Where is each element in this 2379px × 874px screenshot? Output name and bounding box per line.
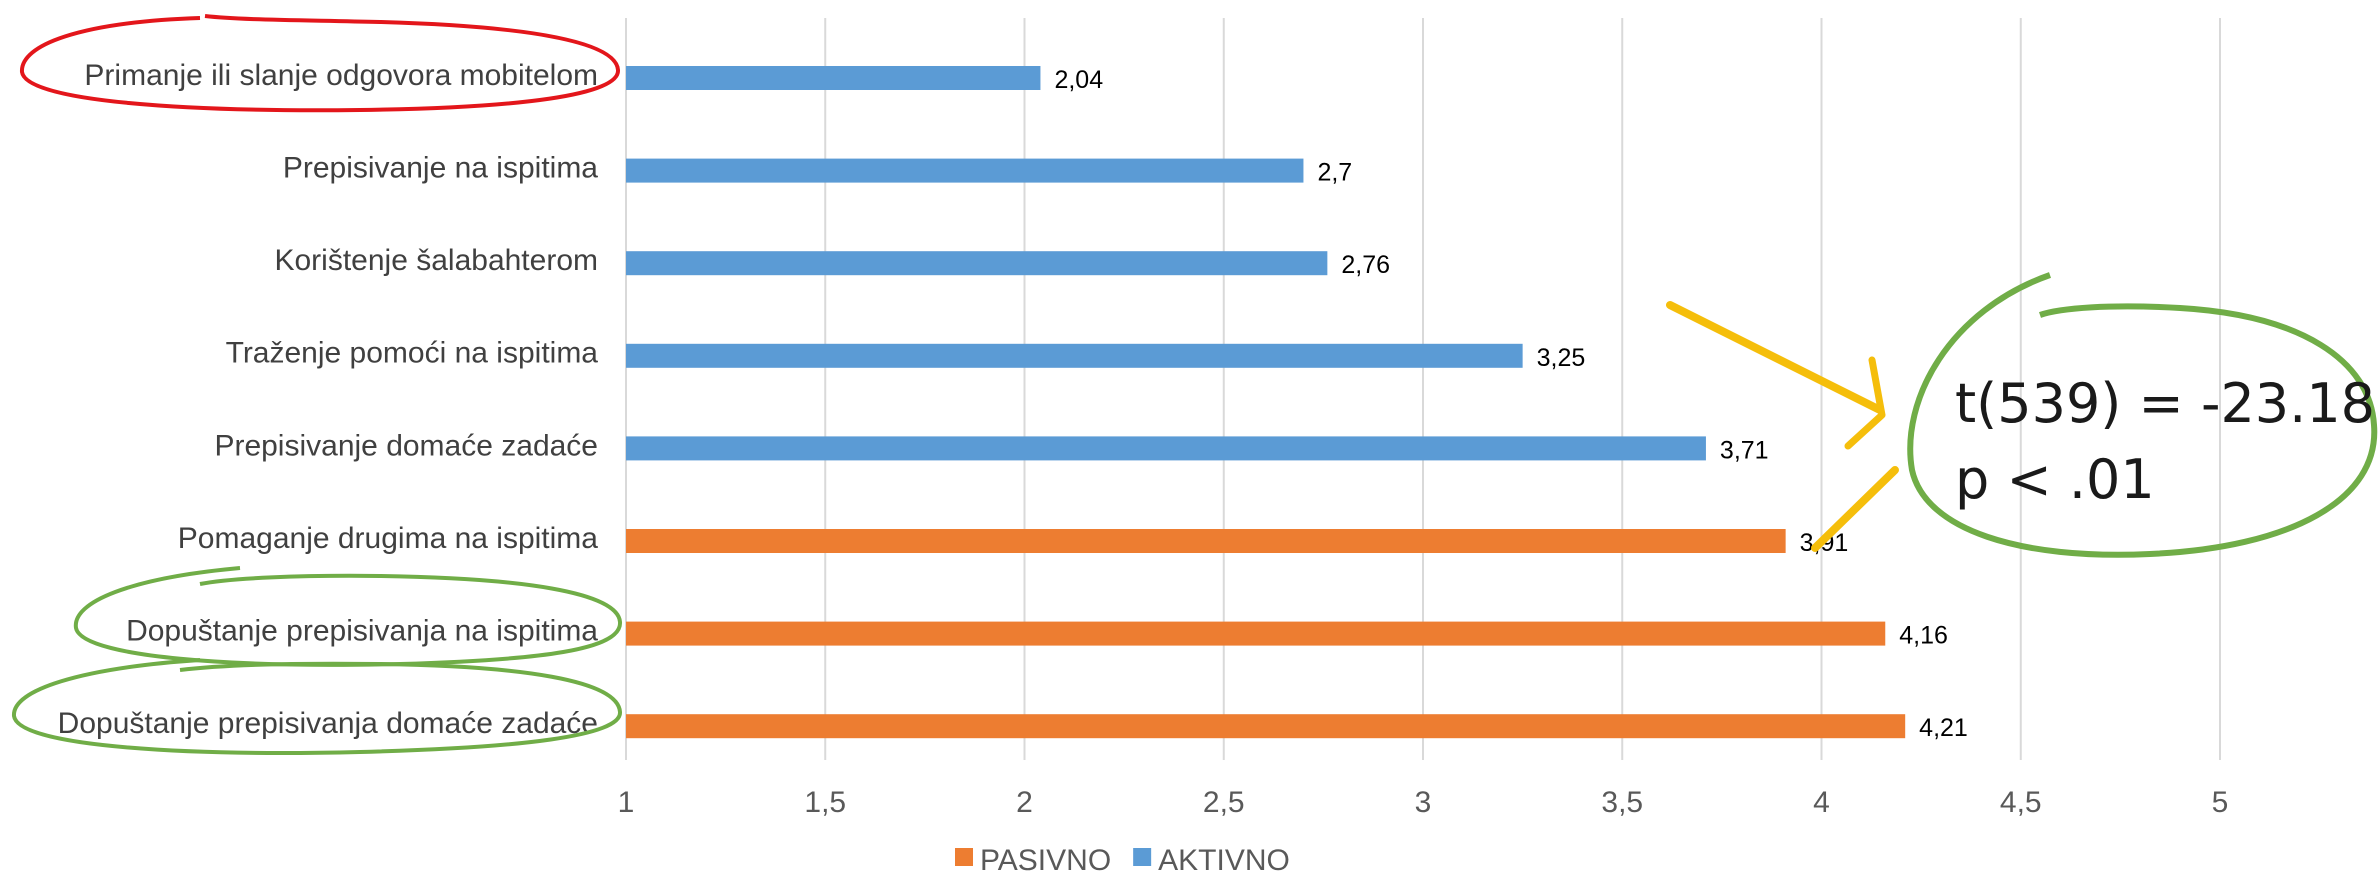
data-label: 2,04 (1054, 66, 1103, 94)
category-label: Dopuštanje prepisivanja na ispitima (126, 615, 598, 648)
x-tick-labels: 1 1,5 2 2,5 3 3,5 4 4,5 5 (618, 786, 2229, 819)
bar (626, 714, 1906, 739)
yellow-arrow-line (1666, 301, 1884, 414)
x-tick-label: 2 (1016, 786, 1033, 819)
gridlines (625, 18, 2221, 760)
green-highlight-circle-exams (73, 566, 623, 667)
bar (626, 529, 1786, 553)
data-label: 3,25 (1537, 344, 1586, 372)
category-labels: Primanje ili slanje odgovora mobitelom Pr… (58, 59, 599, 740)
red-highlight-circle (19, 14, 620, 113)
legend-label: AKTIVNO (1158, 844, 1290, 874)
x-tick-label: 1,5 (804, 786, 846, 819)
bar (626, 436, 1706, 461)
yellow-arrow-lower (1811, 466, 1899, 552)
category-label: Prepisivanje na ispitima (283, 152, 598, 185)
data-labels: 2,042,72,763,253,713,914,164,21 (1054, 66, 1967, 742)
data-label: 3,71 (1720, 436, 1769, 464)
data-label: 2,76 (1341, 251, 1390, 279)
green-stat-circle (1907, 272, 2378, 558)
x-tick-label: 5 (2212, 786, 2229, 819)
data-label: 4,21 (1919, 714, 1968, 742)
category-label: Dopuštanje prepisivanja domaće zadaće (58, 707, 598, 740)
legend: PASIVNO AKTIVNO (955, 844, 1290, 874)
legend-label: PASIVNO (980, 844, 1111, 874)
bar (626, 158, 1304, 183)
annotations: t(539) = -23.18 p < .01 (11, 14, 2378, 755)
yellow-arrow-head (1844, 356, 1886, 450)
category-label: Primanje ili slanje odgovora mobitelom (84, 59, 598, 92)
category-label: Prepisivanje domaće zadaće (214, 429, 598, 462)
stat-test-value: t(539) = -23.18 (1955, 372, 2375, 435)
legend-swatch (1133, 848, 1152, 866)
x-tick-label: 3,5 (1601, 786, 1643, 819)
x-tick-label: 3 (1415, 786, 1432, 819)
bars (626, 66, 1906, 739)
bar (626, 66, 1041, 90)
x-tick-label: 2,5 (1203, 786, 1245, 819)
data-label: 4,16 (1899, 622, 1948, 650)
green-highlight-circle-homework (11, 658, 622, 755)
bar (626, 621, 1886, 646)
category-label: Korištenje šalabahterom (274, 244, 598, 277)
stat-p-value: p < .01 (1955, 448, 2155, 511)
x-tick-label: 4 (1813, 786, 1830, 819)
legend-swatch (955, 848, 973, 866)
x-tick-label: 4,5 (2000, 786, 2042, 819)
data-label: 2,7 (1317, 159, 1352, 187)
bar (626, 251, 1328, 276)
category-label: Traženje pomoći na ispitima (226, 337, 599, 370)
category-label: Pomaganje drugima na ispitima (178, 522, 599, 555)
bar (626, 343, 1523, 368)
x-tick-label: 1 (618, 786, 635, 819)
